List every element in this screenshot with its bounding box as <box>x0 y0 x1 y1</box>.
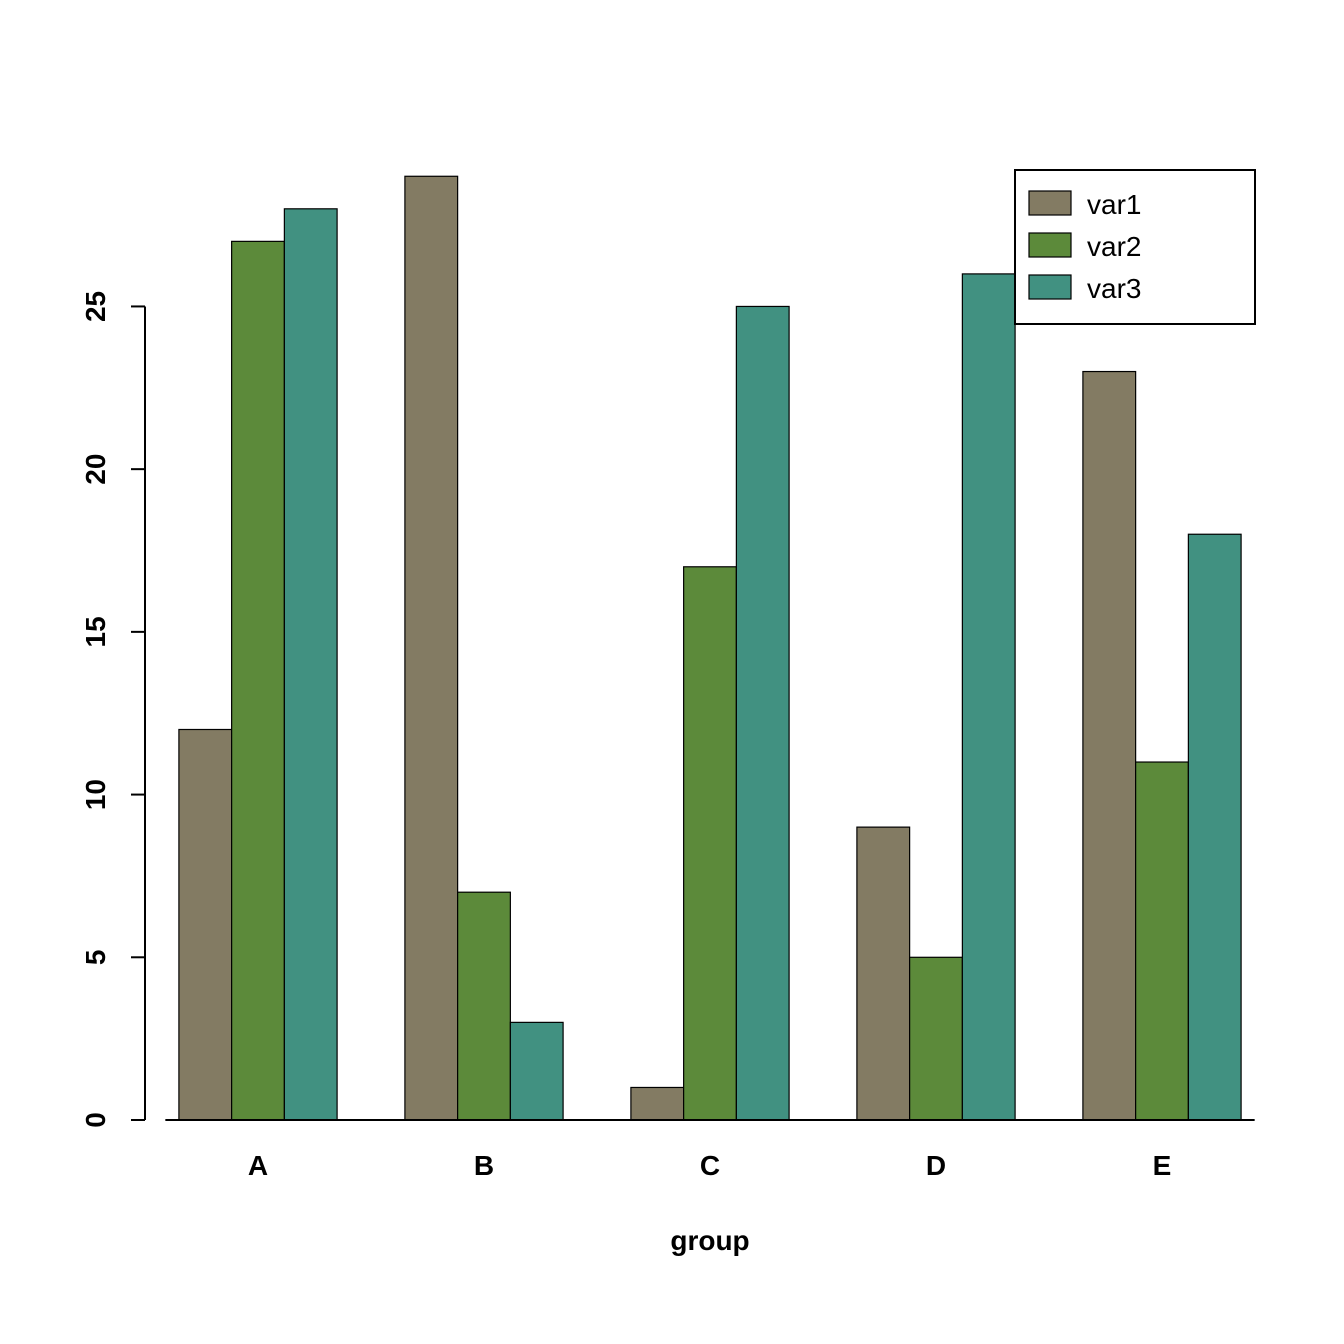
bar-A-var1 <box>179 729 232 1120</box>
x-axis-title: group <box>670 1225 749 1256</box>
legend-swatch-var1 <box>1029 191 1071 215</box>
bar-B-var3 <box>510 1022 563 1120</box>
bar-C-var3 <box>736 306 789 1120</box>
legend-swatch-var2 <box>1029 233 1071 257</box>
y-tick-label: 5 <box>80 949 111 965</box>
legend-label-var1: var1 <box>1087 189 1141 220</box>
bar-E-var1 <box>1083 372 1136 1120</box>
x-tick-label-C: C <box>700 1150 720 1181</box>
x-tick-label-D: D <box>926 1150 946 1181</box>
bar-D-var2 <box>910 957 963 1120</box>
bar-E-var3 <box>1188 534 1241 1120</box>
bar-B-var2 <box>458 892 511 1120</box>
y-tick-label: 15 <box>80 616 111 647</box>
bar-D-var3 <box>962 274 1015 1120</box>
legend-label-var2: var2 <box>1087 231 1141 262</box>
x-tick-label-A: A <box>248 1150 268 1181</box>
grouped-bar-chart: 0 5 10 15 20 25 A B C D Egroup var1 var2 var3 <box>0 0 1344 1344</box>
y-tick-label: 20 <box>80 454 111 485</box>
y-tick-label: 10 <box>80 779 111 810</box>
bar-A-var3 <box>284 209 337 1120</box>
x-tick-label-B: B <box>474 1150 494 1181</box>
legend-label-var3: var3 <box>1087 273 1141 304</box>
bar-D-var1 <box>857 827 910 1120</box>
legend-swatch-var3 <box>1029 275 1071 299</box>
x-tick-label-E: E <box>1153 1150 1172 1181</box>
bar-E-var2 <box>1136 762 1189 1120</box>
y-tick-label: 0 <box>80 1112 111 1128</box>
y-tick-label: 25 <box>80 291 111 322</box>
bar-C-var2 <box>684 567 737 1120</box>
bar-C-var1 <box>631 1087 684 1120</box>
bar-A-var2 <box>232 241 285 1120</box>
bar-B-var1 <box>405 176 458 1120</box>
